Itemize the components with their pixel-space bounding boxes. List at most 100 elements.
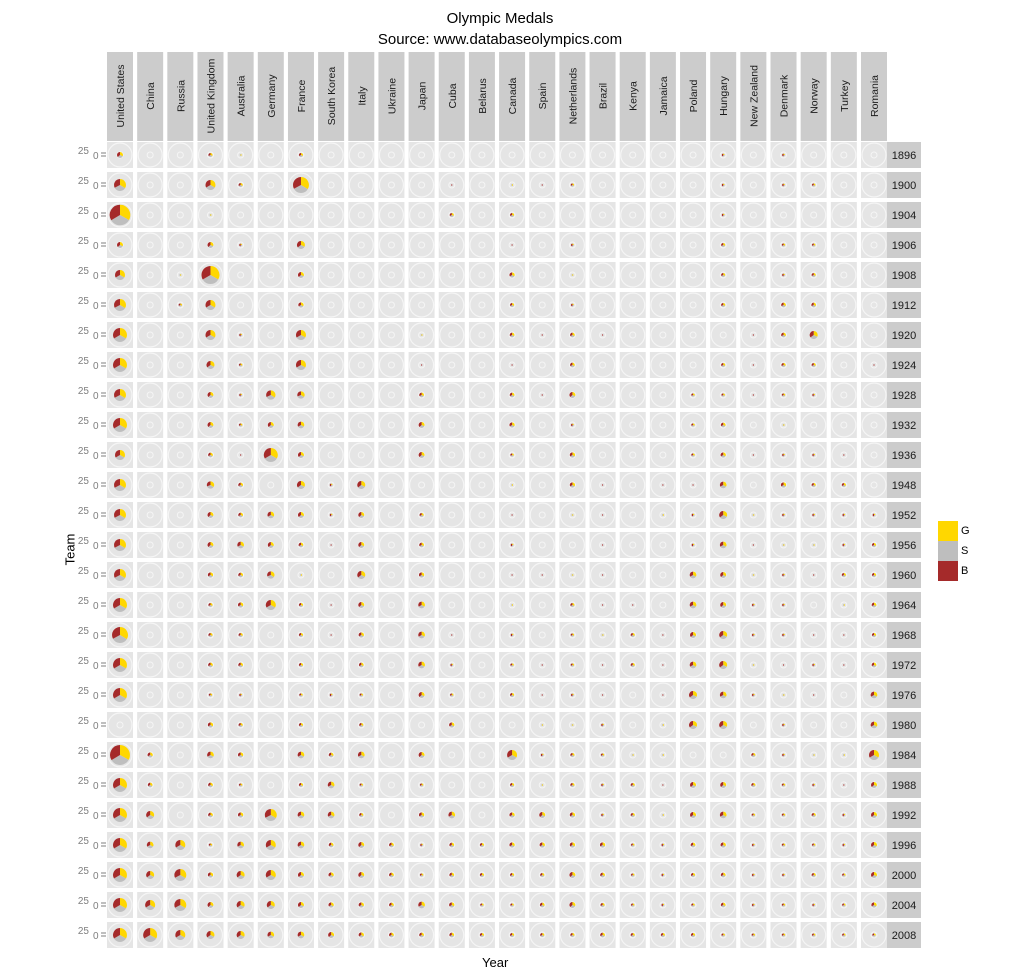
gold-slice — [813, 183, 816, 186]
gold-slice — [723, 511, 728, 517]
gold-slice — [572, 602, 575, 607]
grid-circle — [589, 502, 616, 528]
year-strip-label: 2004 — [892, 900, 916, 912]
gold-slice — [331, 781, 335, 787]
grid-circle-inner — [870, 661, 878, 669]
pie-japan-2000 — [419, 873, 424, 877]
bronze-slice — [540, 872, 543, 877]
pie-kenya-1988 — [630, 782, 635, 788]
grid-circle-inner — [870, 601, 878, 609]
bronze-slice — [358, 602, 362, 608]
grid-circle — [770, 142, 797, 168]
grid-circle — [620, 892, 646, 918]
gold-slice — [210, 602, 213, 607]
pie-denmark-1924 — [781, 362, 786, 368]
grid-circle-inner — [508, 181, 516, 189]
grid-circle — [710, 382, 736, 408]
bronze-slice — [843, 784, 845, 786]
pie-canada-1904 — [510, 212, 515, 218]
bronze-slice — [721, 933, 724, 936]
facet-panel — [680, 352, 707, 378]
grid-circle — [740, 922, 766, 948]
team-strip-label: France — [296, 80, 308, 113]
pie-canada-1928 — [509, 392, 515, 398]
silver-slice — [237, 545, 244, 549]
pie-hungary-1936 — [720, 452, 726, 458]
gold-slice — [300, 751, 305, 757]
pie-norway-2000 — [811, 872, 816, 878]
grid-circle-inner — [267, 271, 275, 279]
grid-circle — [831, 562, 857, 588]
silver-slice — [783, 575, 785, 577]
grid-circle-inner — [448, 841, 456, 849]
pie-brazil-1948 — [601, 484, 604, 486]
grid-circle-inner — [810, 391, 818, 399]
pie-united-kingdom-1912 — [205, 300, 216, 310]
grid-circle — [439, 892, 465, 918]
grid-circle-inner — [749, 691, 757, 699]
silver-slice — [419, 695, 425, 698]
pie-cuba-1996 — [449, 842, 455, 848]
silver-slice — [509, 815, 515, 818]
bronze-slice — [842, 513, 844, 517]
grid-circle — [167, 832, 193, 858]
bronze-slice — [813, 634, 815, 636]
facet-panel — [649, 382, 676, 408]
pie-brazil-1984 — [600, 753, 605, 757]
grid-circle-inner — [448, 571, 456, 579]
pie-russia-2004 — [174, 899, 187, 911]
pie-china-2004 — [145, 900, 156, 910]
grid-circle — [439, 712, 465, 738]
facet-panel — [378, 322, 405, 348]
grid-circle — [288, 142, 314, 168]
pie-united-kingdom-1984 — [207, 751, 214, 759]
grid-circle — [831, 652, 857, 678]
grid-circle — [469, 352, 495, 378]
team-strip-label: South Korea — [326, 67, 338, 126]
grid-circle — [831, 592, 857, 618]
facet-panel — [468, 472, 495, 498]
silver-slice — [146, 815, 154, 819]
pie-south-korea-1984 — [328, 752, 334, 758]
gold-slice — [783, 482, 787, 487]
y-tick-label: 0 — [93, 361, 99, 372]
grid-circle — [409, 412, 435, 438]
silver-slice — [723, 155, 725, 157]
grid-circle-inner — [568, 331, 576, 339]
grid-circle — [831, 682, 857, 708]
grid-circle — [801, 622, 827, 648]
facet-panel — [137, 232, 164, 258]
grid-circle-inner — [448, 481, 456, 489]
grid-circle — [710, 322, 736, 348]
grid-circle-inner — [599, 451, 607, 459]
silver-slice — [570, 635, 574, 637]
bronze-slice — [206, 481, 211, 487]
grid-circle — [499, 172, 525, 198]
facet-panel — [529, 142, 556, 168]
year-strip-label: 1904 — [892, 210, 916, 222]
team-strip — [649, 52, 676, 141]
grid-circle — [861, 892, 887, 918]
year-strip — [887, 562, 921, 588]
silver-slice — [630, 785, 635, 788]
grid-circle-inner — [327, 181, 335, 189]
silver-slice — [451, 665, 454, 667]
bronze-slice — [720, 572, 724, 578]
facet-panel — [649, 442, 676, 468]
y-tick-label: 0 — [93, 871, 99, 882]
silver-slice — [570, 815, 575, 818]
gold-slice — [874, 842, 877, 847]
grid-circle — [861, 412, 887, 438]
grid-circle — [378, 412, 405, 438]
grid-circle — [107, 202, 133, 228]
bronze-slice — [330, 604, 332, 606]
bronze-slice — [389, 932, 392, 937]
year-strip — [887, 622, 921, 648]
grid-circle — [620, 592, 646, 618]
silver-slice — [783, 455, 785, 457]
silver-slice — [721, 305, 725, 308]
grid-circle-inner — [538, 811, 546, 819]
grid-circle-inner — [689, 361, 697, 369]
grid-circle — [499, 682, 525, 708]
grid-circle-inner — [357, 721, 365, 729]
